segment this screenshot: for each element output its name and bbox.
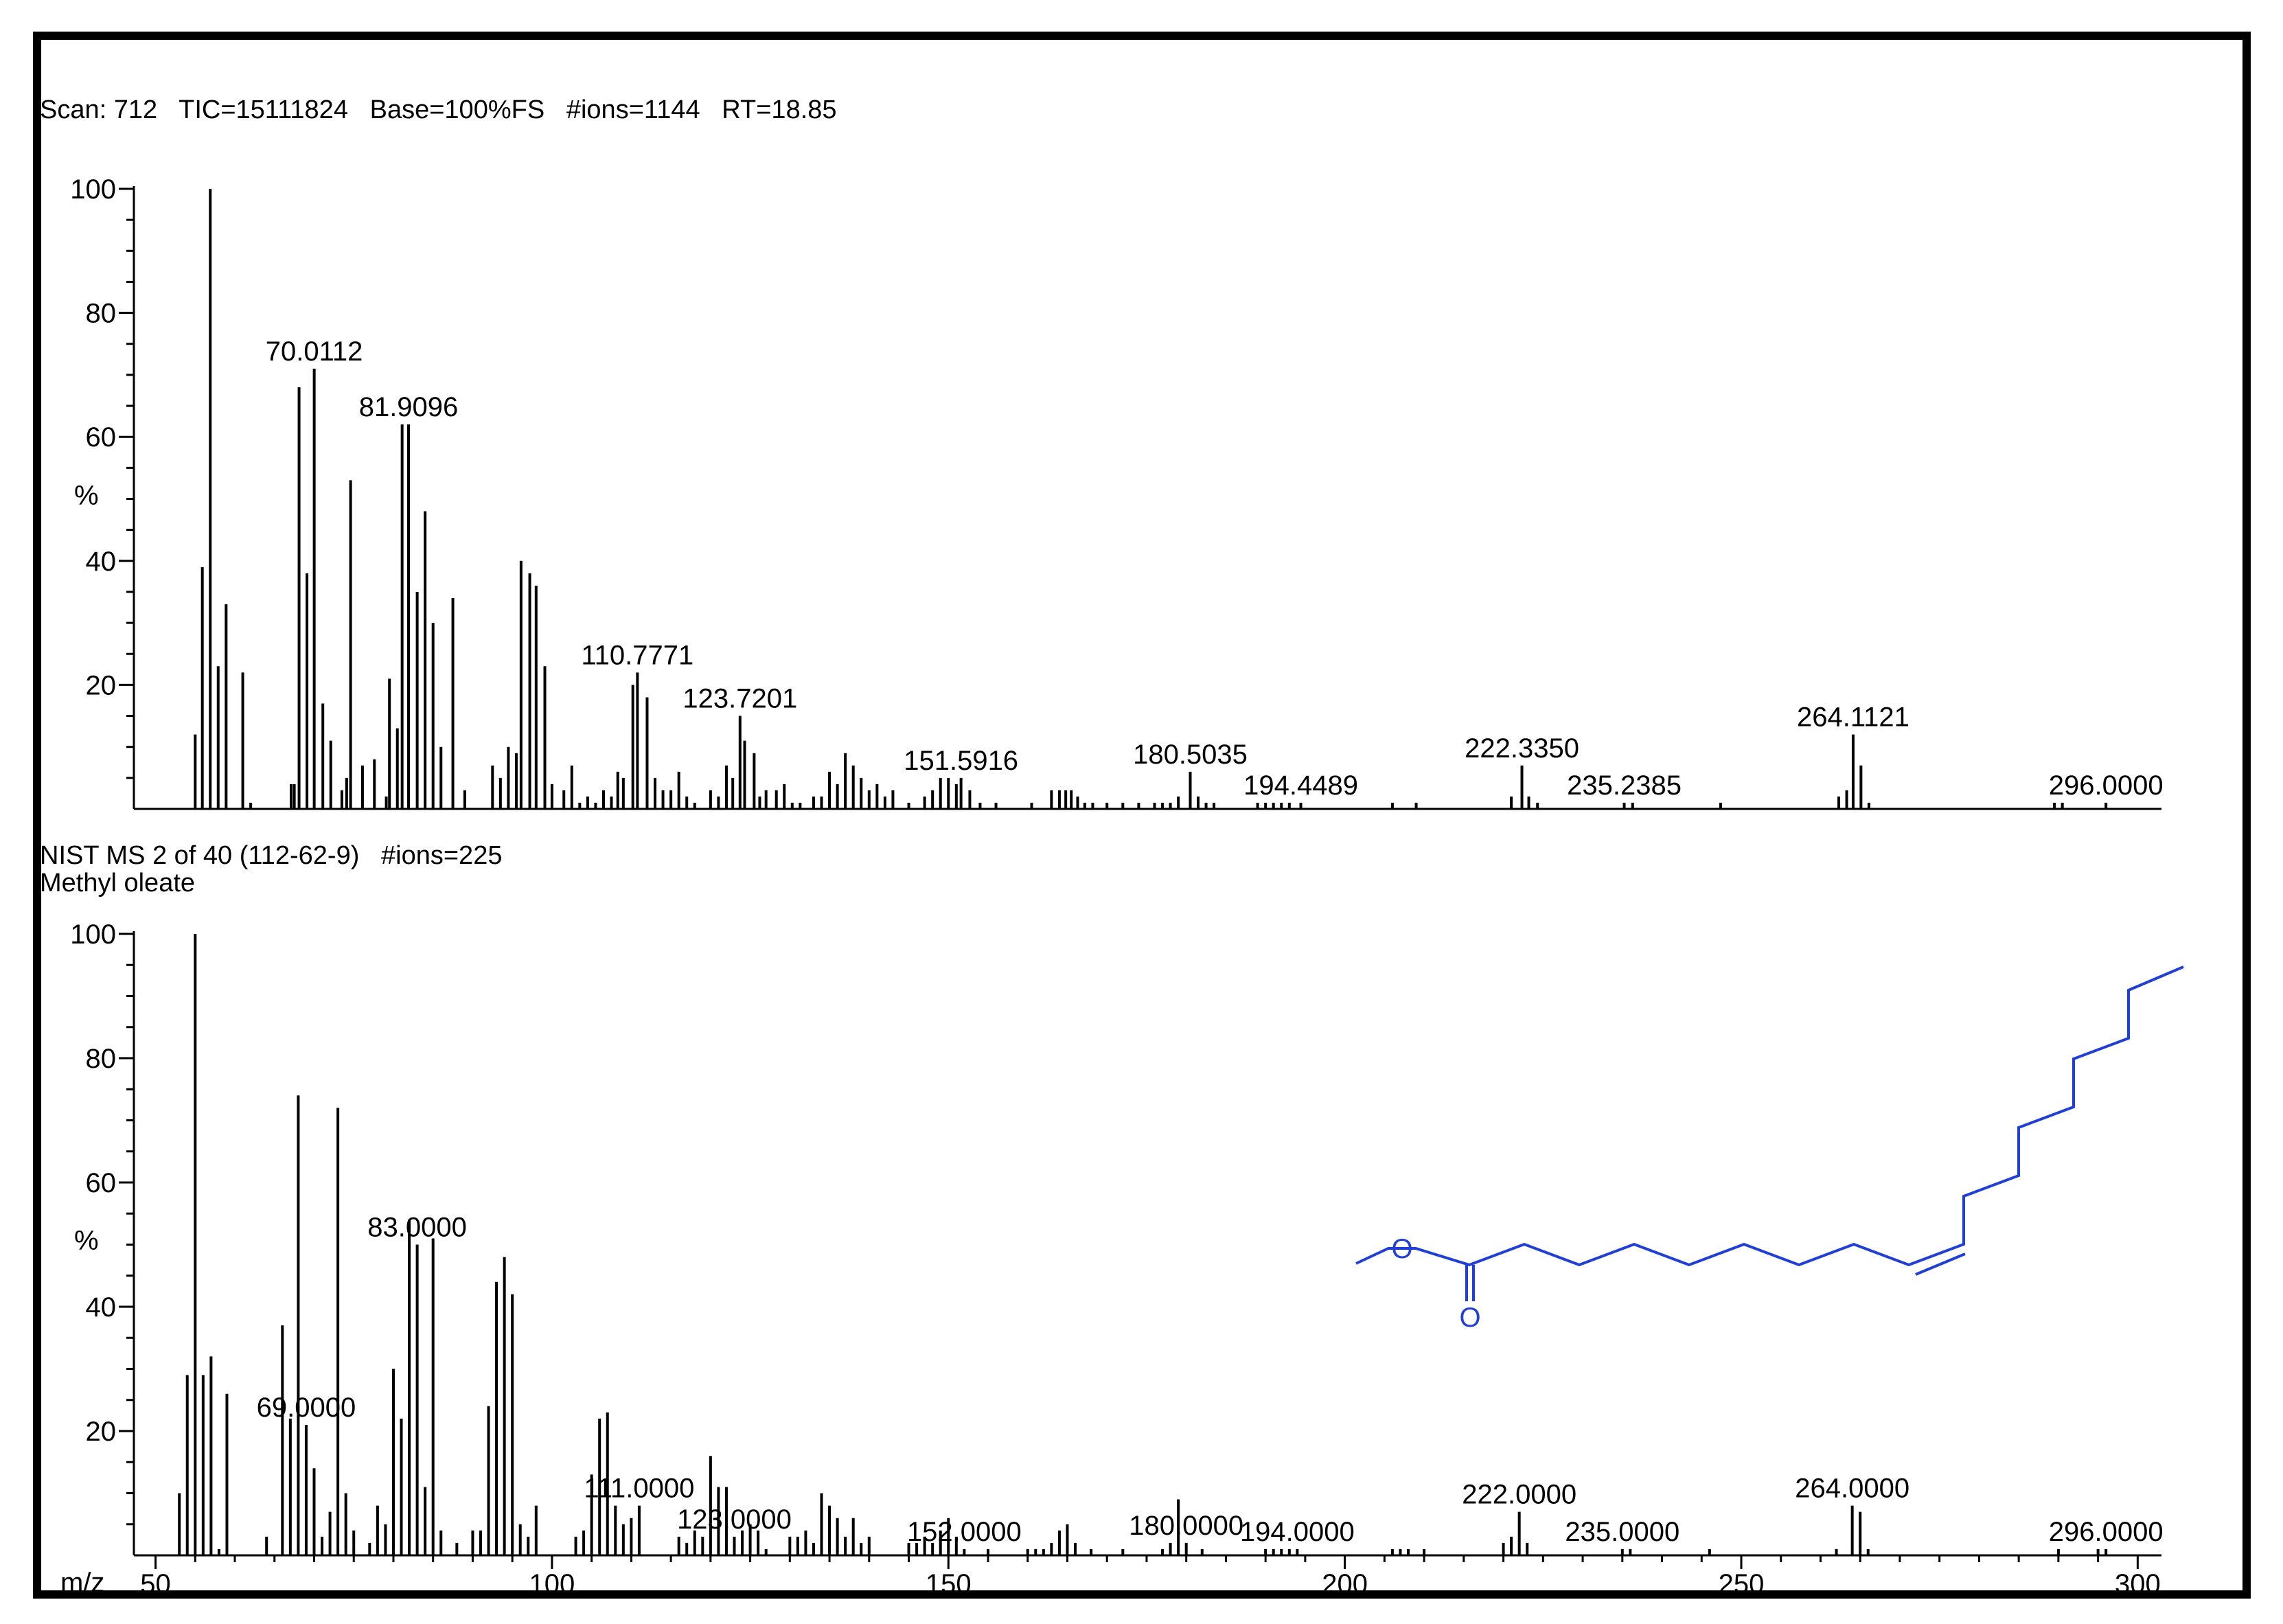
y-tick-label: 80 [86, 299, 117, 329]
peak-label: 69.0000 [257, 1393, 356, 1423]
y-tick-label: 60 [86, 1168, 117, 1198]
peak-label: 264.0000 [1795, 1474, 1909, 1504]
y-tick-label: 100 [70, 919, 116, 950]
bottom-y-unit-label: % [74, 1226, 99, 1256]
x-tick-label: 100 [529, 1569, 575, 1599]
y-tick-label: 20 [86, 1417, 117, 1447]
x-tick-label: 50 [140, 1569, 171, 1599]
y-tick-label: 60 [86, 422, 117, 453]
peak-label: 296.0000 [2049, 770, 2164, 801]
top-spectrum-panel: 20 40 60 80 100 70.0112 81.9096 110.7771 123.720… [70, 174, 2164, 810]
peak-label: 123.7201 [682, 684, 797, 714]
structure-skeleton [1355, 965, 2184, 1267]
y-tick-label: 80 [86, 1044, 117, 1074]
carbonyl-oxygen-label: O [1459, 1303, 1480, 1333]
peak-label: 151.5916 [904, 746, 1018, 776]
peak-label: 111.0000 [584, 1474, 694, 1504]
peak-label: 152.0000 [907, 1517, 1022, 1547]
peak-label: 235.2385 [1567, 770, 1682, 801]
peak-label: 222.0000 [1462, 1480, 1576, 1510]
plot-frame [33, 32, 2251, 1599]
x-tick-label: 250 [1719, 1569, 1765, 1599]
peak-label: 180.0000 [1129, 1511, 1243, 1541]
y-tick-label: 20 [86, 670, 117, 700]
peak-label: 81.9096 [359, 392, 459, 422]
ether-oxygen-label: O [1391, 1234, 1412, 1264]
peak-label: 235.0000 [1565, 1517, 1679, 1547]
y-tick-label: 40 [86, 1292, 117, 1323]
x-unit-label: m/z [60, 1568, 104, 1598]
bottom-panel-header: NIST MS 2 of 40 (112-62-9) #ions=225 [40, 841, 502, 870]
x-tick-label: 300 [2115, 1569, 2161, 1599]
peak-label: 194.0000 [1240, 1517, 1355, 1547]
top-panel-header: Scan: 712 TIC=15111824 Base=100%FS #ions… [40, 95, 837, 124]
peak-label: 110.7771 [581, 640, 693, 670]
peak-label: 123.0000 [677, 1505, 792, 1535]
peak-label: 222.3350 [1465, 733, 1579, 764]
x-tick-label: 150 [926, 1569, 972, 1599]
compound-name: Methyl oleate [40, 869, 195, 897]
peak-label: 83.0000 [367, 1213, 467, 1243]
methyl-oleate-structure: O O [1355, 965, 2184, 1333]
peak-label: 296.0000 [2049, 1517, 2164, 1547]
alkene-double-bond [1915, 1253, 1966, 1276]
peak-label: 264.1121 [1797, 702, 1909, 733]
peak-label: 194.4489 [1243, 770, 1358, 801]
peak-label: 180.5035 [1133, 740, 1248, 770]
top-y-unit-label: % [74, 481, 99, 511]
x-tick-label: 200 [1322, 1569, 1368, 1599]
peak-label: 70.0112 [266, 336, 363, 367]
y-tick-label: 40 [86, 547, 117, 577]
bottom-spectrum-panel: 20 40 60 80 100 69.0000 83.0000 111.0000123.000… [70, 919, 2163, 1599]
y-tick-label: 100 [70, 174, 116, 205]
